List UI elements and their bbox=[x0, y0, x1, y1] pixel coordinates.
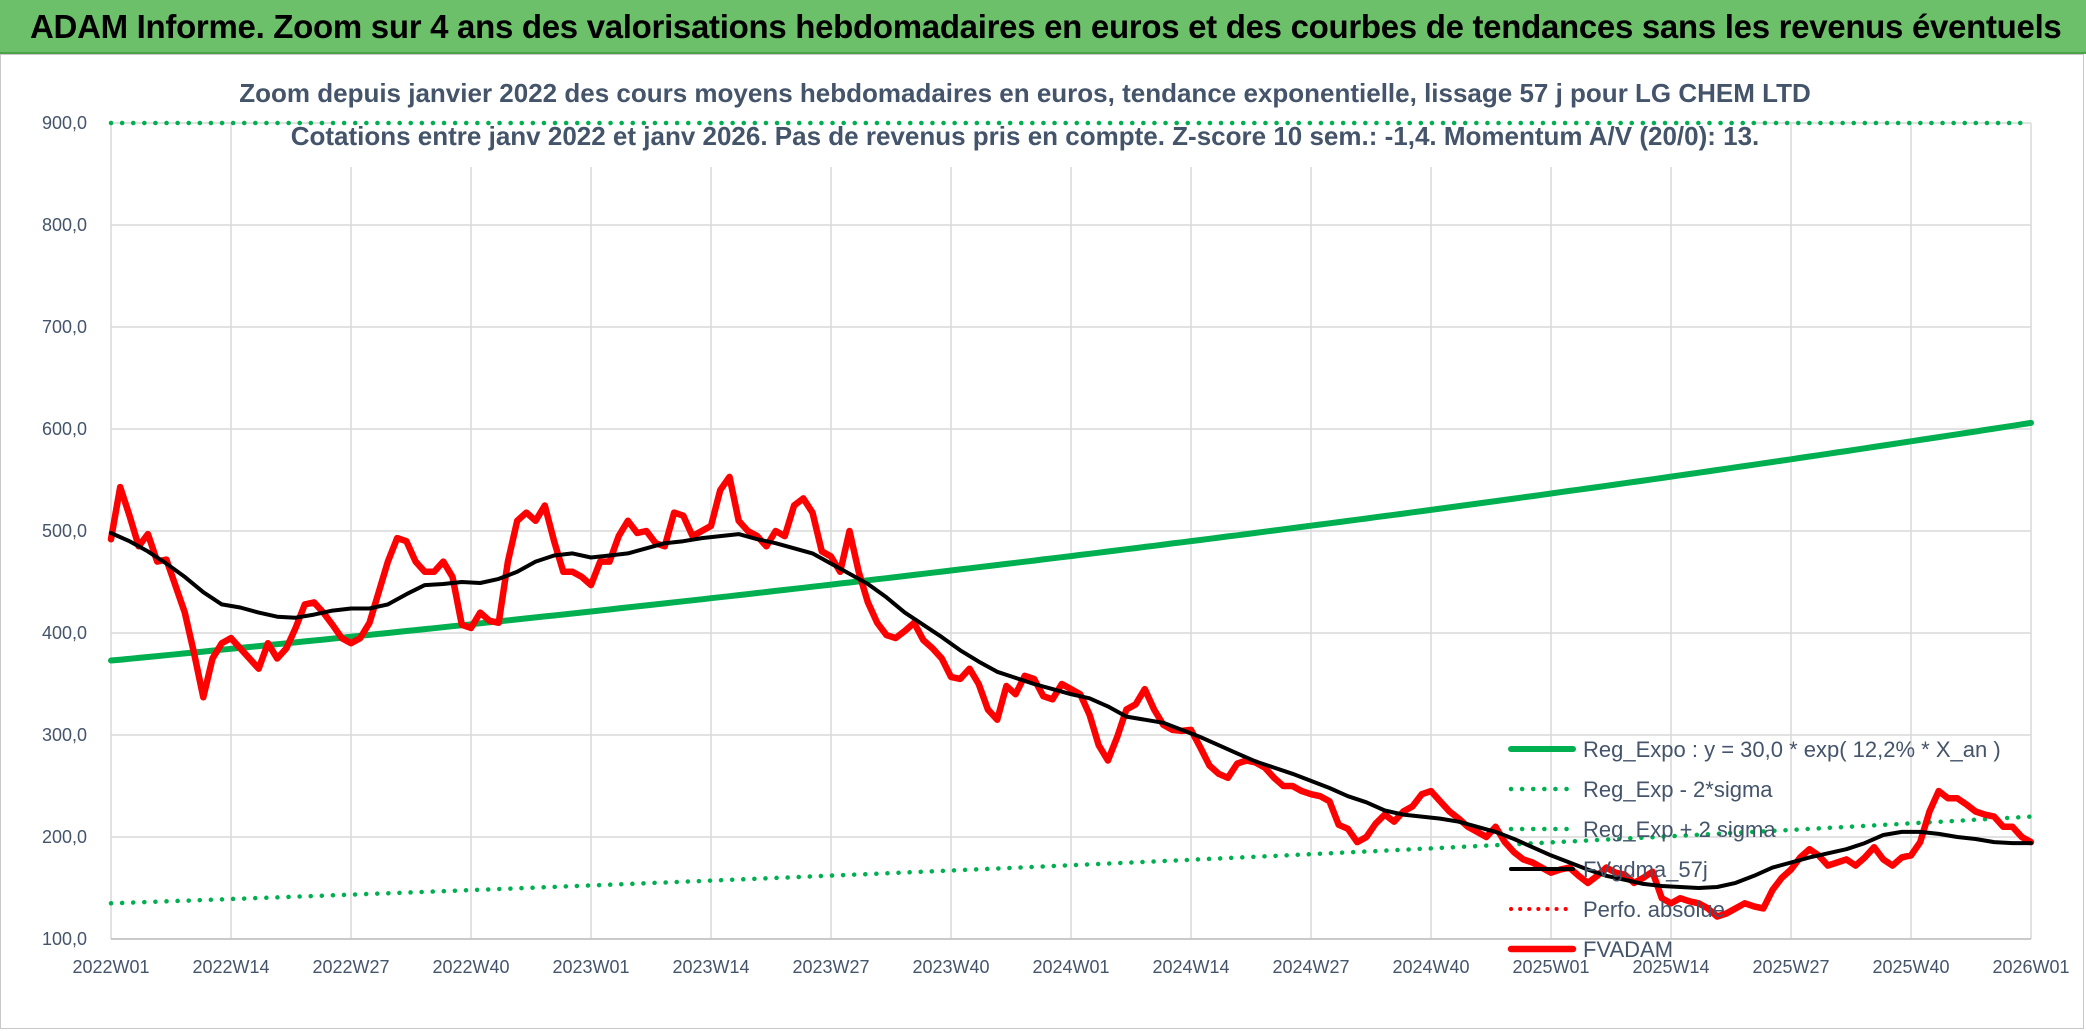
y-axis: 100,0 200,0 300,0 400,0 500,0 600,0 700,0 800,0… bbox=[42, 113, 87, 949]
y-tick-label: 600,0 bbox=[42, 419, 87, 439]
x-tick-label: 2024W27 bbox=[1272, 957, 1349, 977]
chart-legend: Reg_Expo : y = 30,0 * exp( 12,2% * X_an … bbox=[1507, 737, 2001, 962]
chart-grid bbox=[110, 122, 2032, 940]
y-tick-label: 500,0 bbox=[42, 521, 87, 541]
report-title-bar: ADAM Informe. Zoom sur 4 ans des valoris… bbox=[0, 0, 2086, 54]
reg-expo-line bbox=[108, 419, 2034, 664]
y-tick-label: 300,0 bbox=[42, 725, 87, 745]
chart-subtitle-line2: Cotations entre janv 2022 et janv 2026. … bbox=[291, 121, 1760, 151]
x-tick-label: 2025W27 bbox=[1752, 957, 1829, 977]
x-tick-label: 2022W14 bbox=[192, 957, 269, 977]
y-tick-label: 700,0 bbox=[42, 317, 87, 337]
y-tick-label: 100,0 bbox=[42, 929, 87, 949]
legend-label: Reg_Expo : y = 30,0 * exp( 12,2% * X_an … bbox=[1583, 737, 2001, 762]
legend-label: Reg_Exp + 2 sigma bbox=[1583, 817, 1776, 842]
reg-exp-minus-2sigma-line bbox=[108, 814, 2034, 906]
series-group bbox=[107, 120, 2035, 920]
y-tick-label: 800,0 bbox=[42, 215, 87, 235]
chart-frame: 100,0 200,0 300,0 400,0 500,0 600,0 700,0 800,0… bbox=[0, 54, 2084, 1029]
y-tick-label: 900,0 bbox=[42, 113, 87, 133]
legend-label: FVADAM bbox=[1583, 937, 1673, 962]
x-axis: 2022W01 2022W14 2022W27 2022W40 2023W01 2023W… bbox=[72, 938, 2070, 977]
x-tick-label: 2024W40 bbox=[1392, 957, 1469, 977]
x-tick-label: 2023W14 bbox=[672, 957, 749, 977]
x-tick-label: 2023W40 bbox=[912, 957, 989, 977]
x-tick-label: 2023W01 bbox=[552, 957, 629, 977]
y-tick-label: 400,0 bbox=[42, 623, 87, 643]
fvadam-line bbox=[107, 473, 2035, 920]
subtitle-background bbox=[331, 71, 1751, 167]
line-chart: 100,0 200,0 300,0 400,0 500,0 600,0 700,0 800,0… bbox=[42, 71, 2070, 977]
x-tick-label: 2022W27 bbox=[312, 957, 389, 977]
x-tick-label: 2025W01 bbox=[1512, 957, 1589, 977]
legend-label: Perfo. absolue bbox=[1583, 897, 1725, 922]
x-tick-label: 2025W14 bbox=[1632, 957, 1709, 977]
x-tick-label: 2023W27 bbox=[792, 957, 869, 977]
x-tick-label: 2026W01 bbox=[1992, 957, 2069, 977]
fvgdma-57j-line bbox=[109, 531, 2033, 890]
y-tick-label: 200,0 bbox=[42, 827, 87, 847]
x-tick-label: 2022W40 bbox=[432, 957, 509, 977]
legend-label: FVgdma_57j bbox=[1583, 857, 1708, 882]
x-tick-label: 2024W01 bbox=[1032, 957, 1109, 977]
x-tick-label: 2022W01 bbox=[72, 957, 149, 977]
legend-label: Reg_Exp - 2*sigma bbox=[1583, 777, 1773, 802]
report-title: ADAM Informe. Zoom sur 4 ans des valoris… bbox=[30, 8, 2062, 45]
x-tick-label: 2024W14 bbox=[1152, 957, 1229, 977]
x-tick-label: 2025W40 bbox=[1872, 957, 1949, 977]
chart-subtitle-line1: Zoom depuis janvier 2022 des cours moyen… bbox=[239, 78, 1811, 108]
